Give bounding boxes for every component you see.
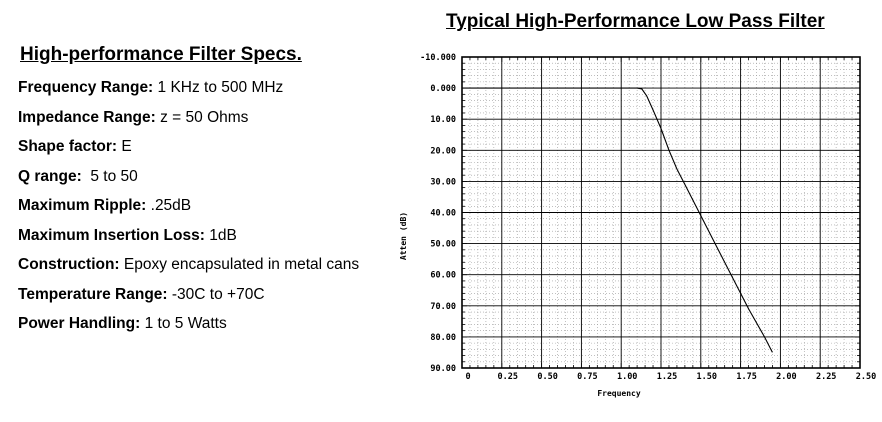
y-tick-label: 40.00 (430, 209, 456, 219)
y-tick-label: 30.00 (430, 177, 456, 187)
chart-series (462, 87, 773, 353)
spec-value: 1dB (204, 226, 237, 244)
x-tick-label: 1.50 (697, 372, 717, 382)
series-line-attenuation (462, 87, 773, 353)
y-tick-label: -10.000 (420, 53, 456, 63)
spec-label: Construction: (18, 256, 120, 273)
spec-row: Q range: 5 to 50 (18, 166, 398, 196)
chart-grid (462, 57, 860, 368)
y-tick-label: 10.00 (430, 115, 456, 125)
spec-row: Impedance Range: z = 50 Ohms (18, 107, 398, 137)
y-tick-label: 50.00 (430, 240, 456, 250)
spec-label: Temperature Range: (18, 285, 168, 303)
spec-value: .25dB (146, 197, 192, 214)
x-tick-label: 0.75 (577, 372, 597, 382)
chart-title: Typical High-Performance Low Pass Filter (446, 11, 825, 32)
spec-value: z = 50 Ohms (155, 108, 249, 126)
spec-row: Temperature Range: -30C to +70C (18, 284, 398, 314)
spec-value: Epoxy encapsulated in metal cans (119, 256, 360, 273)
spec-row: Shape factor: E (18, 136, 398, 166)
spec-row: Power Handling: 1 to 5 Watts (18, 313, 398, 343)
spec-value: 1 KHz to 500 MHz (153, 79, 284, 96)
spec-label: Impedance Range: (18, 108, 156, 126)
y-axis-label: Atten (dB) (399, 212, 408, 260)
specs-list: Frequency Range: 1 KHz to 500 MHz Impedan… (18, 77, 398, 343)
spec-row: Maximum Ripple: .25dB (18, 195, 398, 225)
x-tick-label: 1.25 (657, 372, 677, 382)
spec-label: Shape factor: (18, 138, 118, 155)
x-tick-label: 0.25 (498, 372, 518, 382)
x-tick-label: 1.00 (617, 372, 637, 382)
spec-value: -30C to +70C (167, 285, 265, 303)
spec-label: Power Handling: (18, 315, 141, 332)
x-tick-label: 0.50 (537, 372, 557, 382)
spec-row: Frequency Range: 1 KHz to 500 MHz (18, 77, 398, 107)
x-tick-label: 1.75 (736, 372, 756, 382)
y-tick-label: 20.00 (430, 146, 456, 156)
specs-title: High-performance Filter Specs. (20, 44, 302, 65)
spec-value: 1 to 5 Watts (140, 315, 227, 332)
y-tick-label: 90.00 (430, 364, 456, 374)
chart-axes: -10.000 0.000 10.00 20.00 30.00 40.00 50.00 60.… (420, 53, 876, 382)
spec-label: Maximum Ripple: (18, 197, 147, 214)
spec-value: E (117, 138, 132, 155)
x-tick-label: 2.00 (776, 372, 796, 382)
spec-label: Frequency Range: (18, 79, 154, 96)
x-axis-label: Frequency (597, 389, 641, 398)
x-tick-label: 0 (465, 372, 470, 382)
y-tick-label: 60.00 (430, 271, 456, 281)
spec-label: Maximum Insertion Loss: (18, 226, 205, 244)
spec-row: Construction: Epoxy encapsulated in meta… (18, 254, 398, 284)
spec-value: 5 to 50 (81, 167, 138, 185)
x-tick-label: 2.50 (856, 372, 876, 382)
x-tick-label: 2.25 (816, 372, 836, 382)
y-tick-label: 80.00 (430, 333, 456, 343)
spec-label: Q range: (18, 167, 82, 185)
y-tick-label: 0.000 (430, 84, 456, 94)
y-tick-label: 70.00 (430, 302, 456, 312)
spec-row: Maximum Insertion Loss: 1dB (18, 225, 398, 255)
